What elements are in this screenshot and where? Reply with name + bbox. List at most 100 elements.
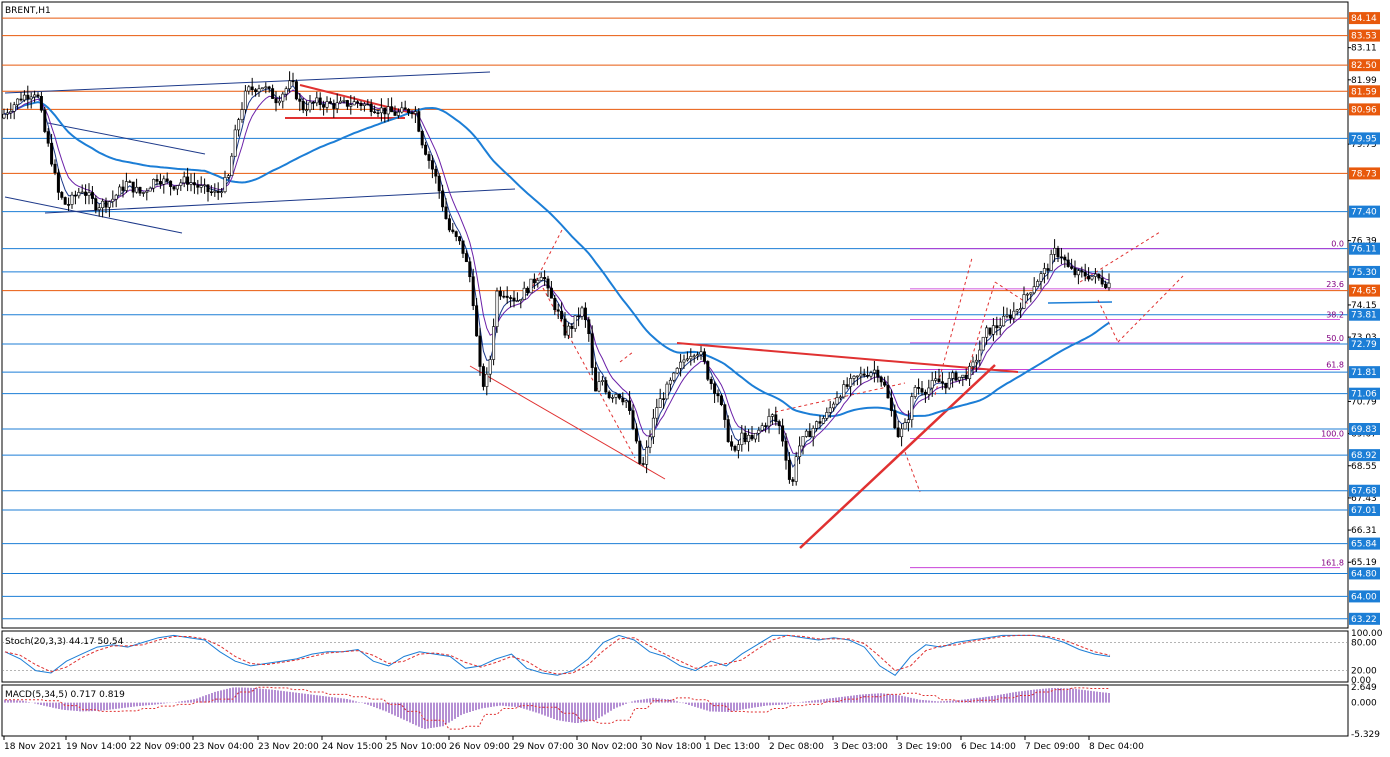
candle-body: [298, 98, 302, 102]
candle-body: [1039, 273, 1043, 282]
candle-body: [563, 318, 567, 336]
candle-body: [740, 432, 744, 445]
candle-body: [719, 395, 723, 406]
candle-body: [617, 394, 621, 399]
candle-body: [614, 394, 618, 398]
y-tick-label: 70.79: [1351, 397, 1377, 407]
price-tag-label: 82.50: [1351, 61, 1377, 71]
candle-body: [162, 178, 166, 185]
candle-body: [488, 359, 492, 375]
candle-body: [128, 181, 132, 183]
x-tick-label: 7 Dec 09:00: [1025, 742, 1080, 752]
candle-body: [753, 433, 757, 440]
candle-body: [954, 372, 958, 381]
candle-body: [461, 240, 465, 254]
price-tag-label: 78.73: [1351, 169, 1377, 179]
candle-body: [866, 375, 870, 377]
candle-body: [957, 376, 961, 381]
candle-body: [138, 186, 142, 194]
candle-body: [2, 113, 6, 119]
candle-body: [893, 410, 897, 429]
candle-body: [594, 367, 598, 392]
x-tick-label: 18 Nov 2021: [4, 742, 62, 752]
candle-body: [913, 387, 917, 397]
candle-body: [233, 129, 237, 157]
candle-body: [308, 101, 312, 111]
candle-body: [655, 407, 659, 419]
candle-body: [407, 109, 411, 114]
price-tag: [1349, 387, 1380, 400]
candle-body: [641, 463, 645, 465]
fib-label: 100.0: [1321, 429, 1344, 438]
candle-body: [12, 104, 16, 112]
candle-body: [169, 180, 173, 187]
candle-body: [1066, 259, 1070, 267]
candle-body: [964, 374, 968, 380]
candle-body: [784, 440, 788, 461]
candle-body: [934, 378, 938, 381]
candle-body: [223, 177, 227, 193]
projection-arrow: [904, 451, 921, 493]
candle-body: [318, 97, 322, 105]
candle-body: [175, 185, 179, 190]
candle-body: [155, 179, 159, 182]
candle-body: [505, 295, 509, 298]
candle-body: [1063, 256, 1067, 261]
candle-body: [1005, 314, 1009, 317]
candle-body: [1100, 277, 1104, 285]
candle-body: [1042, 268, 1046, 274]
candle-body: [590, 333, 594, 368]
trendline: [799, 364, 996, 549]
candle-body: [709, 378, 713, 384]
candle-body: [192, 182, 196, 186]
candle-body: [750, 435, 754, 440]
price-tag: [1349, 612, 1380, 625]
candle-body: [573, 315, 577, 329]
candle-body: [1080, 270, 1084, 273]
candle-body: [1107, 282, 1111, 288]
candle-body: [978, 349, 982, 361]
trendline: [4, 196, 183, 234]
candle-body: [495, 290, 499, 327]
candle-body: [845, 384, 849, 387]
candle-body: [1022, 294, 1026, 309]
candle-body: [63, 197, 67, 205]
candle-body: [294, 81, 298, 100]
candle-body: [679, 361, 683, 369]
price-tag: [1349, 308, 1380, 321]
price-tag: [1349, 503, 1380, 516]
candle-body: [475, 305, 479, 337]
candle-body: [648, 436, 652, 448]
trendline: [469, 365, 666, 480]
price-tag-label: 72.79: [1351, 340, 1377, 350]
candle-body: [203, 184, 207, 187]
price-tag: [1349, 265, 1380, 278]
candle-body: [804, 430, 808, 437]
candle-body: [288, 80, 292, 89]
candle-body: [600, 380, 604, 382]
candle-body: [172, 186, 176, 190]
candle-body: [339, 100, 343, 104]
candle-body: [420, 131, 424, 146]
candle-body: [658, 398, 662, 408]
candle-body: [696, 354, 700, 357]
candle-body: [260, 87, 264, 90]
candle-body: [556, 309, 560, 312]
candle-body: [254, 89, 258, 93]
candle-body: [798, 445, 802, 458]
candle-body: [787, 460, 791, 480]
candle-body: [481, 366, 485, 387]
price-tag-label: 67.01: [1351, 506, 1377, 516]
y-tick-label: 68.55: [1351, 462, 1377, 472]
candle-body: [182, 176, 186, 184]
x-tick-label: 22 Nov 09:00: [130, 742, 191, 752]
candle-body: [315, 97, 319, 104]
candle-body: [1008, 314, 1012, 319]
candle-body: [121, 186, 125, 191]
x-tick-label: 24 Nov 15:00: [322, 742, 383, 752]
candle-body: [855, 375, 859, 378]
candle-body: [760, 425, 764, 431]
candle-body: [451, 229, 455, 232]
candle-body: [1087, 275, 1091, 280]
